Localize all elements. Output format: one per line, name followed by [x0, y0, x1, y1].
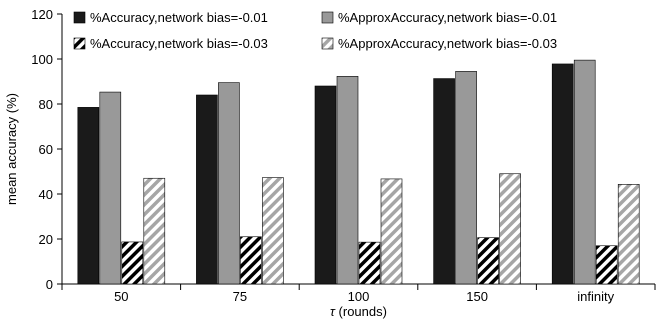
legend-swatch: [73, 11, 86, 24]
bar-series-1: [77, 107, 100, 285]
bar-series-4: [617, 184, 640, 285]
x-axis-label-symbol: τ: [330, 304, 336, 319]
x-tick-label: 50: [114, 289, 128, 304]
y-tick-label: 120: [31, 7, 53, 22]
x-tick-label: 150: [466, 289, 488, 304]
x-axis-ticks: 50 75 100 150 infinity: [61, 284, 656, 304]
y-tick-label: 100: [31, 52, 53, 67]
legend: %Accuracy,network bias=-0.01 %ApproxAccur…: [73, 10, 557, 51]
bar-series-1: [196, 94, 218, 285]
x-tick-label: 100: [348, 289, 370, 304]
bar-series-2: [336, 76, 359, 285]
legend-label: %Accuracy,network bias=-0.03: [90, 36, 268, 51]
legend-swatch: [73, 37, 86, 50]
bar-series-3: [121, 241, 144, 285]
bar-series-4: [380, 178, 403, 285]
y-tick-label: 80: [39, 97, 53, 112]
legend-label: %ApproxAccuracy,network bias=-0.03: [338, 36, 557, 51]
bars: [77, 59, 640, 285]
x-tick-label: infinity: [577, 289, 614, 304]
legend-label: %Accuracy,network bias=-0.01: [90, 10, 268, 25]
x-axis-label: τ (rounds): [330, 304, 387, 319]
bar-series-4: [499, 173, 521, 285]
x-axis-label-unit: (rounds): [335, 304, 387, 319]
bar-series-2: [455, 71, 477, 285]
y-tick-label: 0: [46, 277, 53, 292]
y-tick-label: 20: [39, 232, 53, 247]
bar-series-2: [573, 59, 596, 285]
bar-series-2: [218, 82, 240, 285]
x-tick-label: 75: [233, 289, 247, 304]
bar-series-1: [433, 78, 455, 285]
bar-series-1: [314, 85, 337, 285]
bar-series-2: [99, 91, 122, 285]
bar-series-4: [143, 177, 166, 285]
y-tick-label: 40: [39, 187, 53, 202]
y-axis-label: mean accuracy (%): [4, 93, 19, 205]
bar-series-3: [477, 237, 499, 285]
legend-swatch: [321, 37, 334, 50]
bar-series-3: [595, 245, 618, 285]
y-axis-ticks: 0 20 40 60 80 100 120: [31, 7, 62, 292]
legend-swatch: [321, 11, 334, 24]
bar-series-1: [551, 63, 574, 285]
bar-series-3: [240, 236, 262, 285]
legend-label: %ApproxAccuracy,network bias=-0.01: [338, 10, 557, 25]
bar-series-3: [358, 241, 381, 285]
bar-series-4: [262, 177, 284, 285]
y-tick-label: 60: [39, 142, 53, 157]
